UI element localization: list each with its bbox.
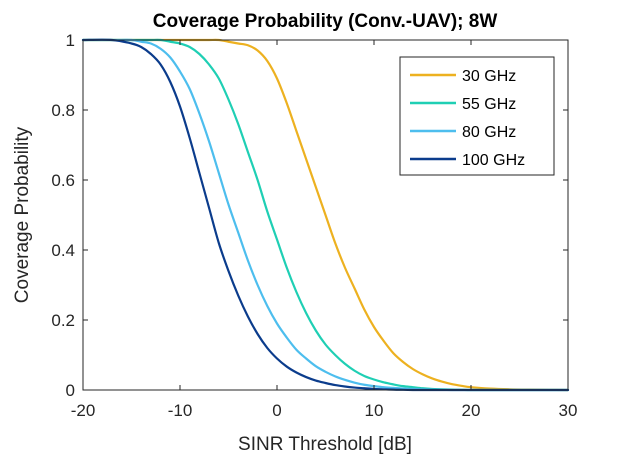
legend-label-100-ghz: 100 GHz bbox=[462, 152, 525, 169]
x-tick-label: 0 bbox=[272, 401, 281, 420]
x-axis-label: SINR Threshold [dB] bbox=[238, 434, 412, 455]
x-tick-label: -20 bbox=[71, 401, 96, 420]
y-tick-label: 0.6 bbox=[51, 171, 75, 190]
y-axis-label: Coverage Probability bbox=[12, 126, 33, 303]
y-tick-label: 0.4 bbox=[51, 241, 75, 260]
x-tick-label: 10 bbox=[365, 401, 384, 420]
legend-label-55-ghz: 55 GHz bbox=[462, 96, 516, 113]
y-tick-label: 1 bbox=[66, 31, 75, 50]
x-tick-label: 20 bbox=[462, 401, 481, 420]
legend-label-30-ghz: 30 GHz bbox=[462, 68, 516, 85]
tick-layer: -20 -10 0 10 20 30 0 0.2 0.4 0.6 0.8 1 bbox=[51, 31, 577, 420]
y-tick-label: 0 bbox=[66, 381, 75, 400]
y-tick-label: 0.8 bbox=[51, 101, 75, 120]
chart-title: Coverage Probability (Conv.-UAV); 8W bbox=[153, 11, 498, 32]
y-tick-label: 0.2 bbox=[51, 311, 75, 330]
legend-label-80-ghz: 80 GHz bbox=[462, 124, 516, 141]
plot-box bbox=[82, 39, 569, 391]
legend-box bbox=[399, 56, 555, 176]
x-tick-label: -10 bbox=[168, 401, 193, 420]
legend: 30 GHz 55 GHz 80 GHz 100 GHz bbox=[399, 56, 555, 176]
x-tick-label: 30 bbox=[559, 401, 578, 420]
